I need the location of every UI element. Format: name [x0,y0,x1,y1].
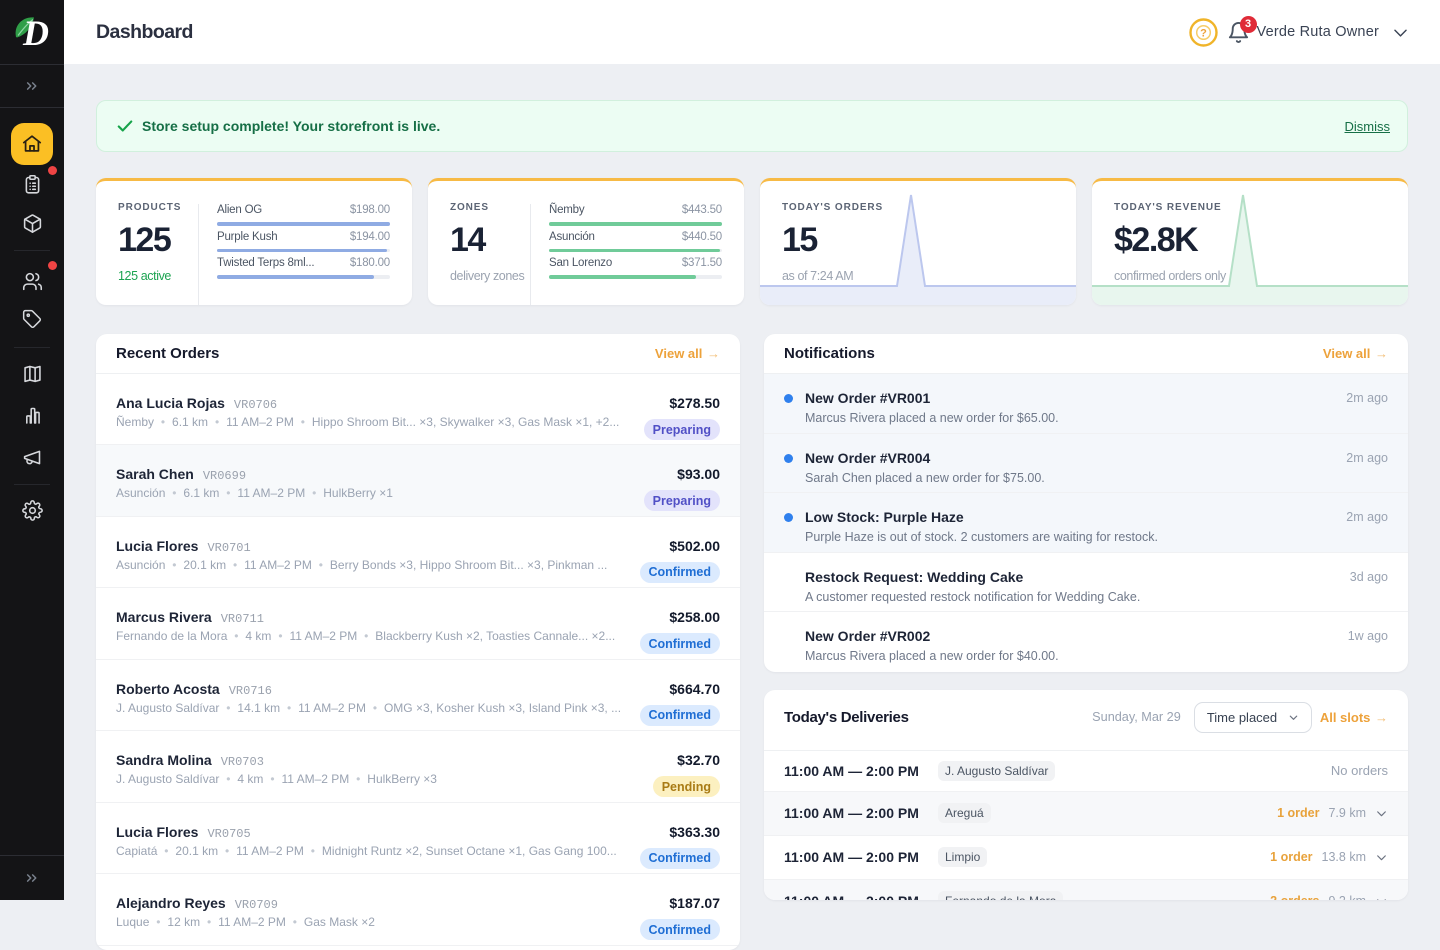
svg-text:?: ? [1200,27,1207,39]
svg-text:D: D [22,13,49,53]
